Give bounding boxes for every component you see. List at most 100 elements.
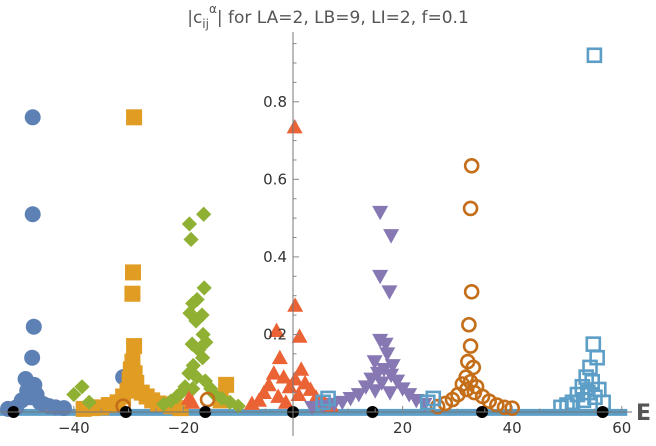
- series-green-diamonds: [66, 206, 246, 414]
- point-red-triangles-7: [275, 369, 292, 384]
- point-purple-triangles-13: [389, 374, 406, 389]
- point-red-triangles-1: [287, 297, 304, 312]
- point-purple-triangles-26: [315, 399, 332, 415]
- point-purple-triangles-15: [357, 380, 374, 395]
- point-brown-open-circles-1: [462, 200, 479, 217]
- point-blue-circles-14: [55, 400, 72, 417]
- point-lightblue-open-squares-1: [585, 336, 602, 352]
- point-red-triangles-4: [271, 349, 288, 365]
- point-green-diamonds-17: [197, 373, 213, 389]
- point-red-triangles-2: [268, 322, 285, 337]
- point-brown-open-circles-6: [465, 359, 482, 376]
- point-brown-open-circles-19: [429, 398, 446, 415]
- point-green-diamonds-27: [156, 396, 172, 412]
- point-green-diamonds-5: [185, 295, 201, 312]
- title-pre: |c: [187, 8, 202, 28]
- point-purple-triangles-14: [373, 376, 390, 391]
- point-green-diamonds-25: [163, 393, 179, 409]
- axes: −40 −20 20 40 60 0.2 0.4 0.6 0.8: [0, 32, 632, 437]
- point-purple-triangles-6: [379, 347, 396, 362]
- point-green-diamonds-28: [230, 398, 246, 414]
- point-purple-triangles-19: [350, 388, 367, 403]
- point-blue-circles-0: [24, 109, 41, 126]
- point-brown-open-circles-12: [466, 384, 483, 401]
- point-blue-circles-1: [24, 206, 41, 223]
- series-purple-triangles: [304, 205, 433, 416]
- point-purple-triangles-2: [372, 269, 389, 285]
- series-red-triangles: [180, 119, 340, 413]
- point-red-triangles-3: [291, 328, 308, 343]
- point-brown-open-circles-20: [496, 399, 513, 416]
- point-green-diamonds-11: [184, 336, 200, 352]
- point-red-triangles-14: [290, 386, 307, 401]
- point-brown-open-circles-3: [461, 316, 477, 333]
- y-tick-label-2: 0.6: [263, 170, 287, 188]
- point-green-diamonds-0: [196, 206, 212, 222]
- point-lightblue-open-squares-17: [420, 394, 436, 411]
- point-green-diamonds-20: [203, 381, 219, 397]
- point-purple-triangles-3: [381, 285, 398, 300]
- point-brown-open-circles-21: [504, 400, 521, 416]
- point-orange-squares-1: [124, 264, 141, 281]
- point-red-triangles-20: [277, 394, 294, 409]
- point-purple-triangles-12: [363, 372, 380, 388]
- point-green-diamonds-8: [188, 313, 204, 329]
- point-orange-squares-3: [126, 338, 143, 355]
- x-tick-label-4: 60: [612, 419, 631, 437]
- point-red-triangles-11: [281, 378, 298, 394]
- point-lightblue-open-squares-11: [575, 392, 592, 409]
- point-red-triangles-6: [265, 365, 282, 380]
- chart-title: |cijα| for LA=2, LB=9, LI=2, f=0.1: [187, 2, 469, 31]
- point-green-diamonds-2: [183, 231, 199, 248]
- point-green-diamonds-26: [222, 394, 238, 410]
- y-tick-label-1: 0.4: [263, 248, 287, 266]
- point-purple-triangles-7: [366, 355, 383, 370]
- y-tick-label-0: 0.2: [263, 325, 287, 343]
- point-brown-open-circles-16: [481, 393, 497, 409]
- point-lightblue-open-squares-14: [553, 399, 569, 416]
- series-lightblue-open-squares: [315, 47, 611, 416]
- point-green-diamonds-24: [214, 390, 230, 407]
- title-post: | for LA=2, LB=9, LI=2, f=0.1: [217, 8, 469, 28]
- point-purple-triangles-21: [342, 392, 359, 407]
- point-green-diamonds-1: [181, 216, 198, 232]
- point-green-diamonds-30: [66, 386, 82, 403]
- point-brown-open-circles-2: [463, 283, 480, 300]
- point-red-triangles-23: [184, 394, 201, 409]
- point-green-diamonds-19: [185, 381, 201, 397]
- point-red-triangles-19: [243, 395, 260, 410]
- plot-area: [0, 47, 628, 418]
- point-green-diamonds-6: [182, 305, 198, 321]
- point-lightblue-open-squares-0: [586, 47, 603, 64]
- point-green-diamonds-29: [74, 379, 90, 395]
- title-sup: α: [209, 2, 217, 16]
- point-brown-open-circles-0: [463, 157, 480, 174]
- series-blue-circles: [0, 109, 132, 417]
- series-brown-open-circles: [115, 157, 521, 416]
- point-lightblue-open-squares-10: [587, 389, 603, 406]
- x-tick-label-1: −20: [168, 419, 200, 437]
- x-tick-label-2: 20: [393, 419, 412, 437]
- y-tick-label-3: 0.8: [263, 93, 287, 111]
- point-orange-squares-2: [124, 285, 141, 302]
- point-brown-open-circles-4: [462, 338, 479, 354]
- point-lightblue-open-squares-3: [582, 359, 598, 376]
- x-tick-label-0: −40: [58, 419, 90, 437]
- point-green-diamonds-14: [185, 357, 201, 374]
- point-red-triangles-0: [286, 119, 303, 134]
- point-lightblue-open-squares-18: [320, 390, 336, 407]
- point-orange-squares-0: [126, 109, 143, 126]
- point-green-diamonds-10: [198, 334, 214, 350]
- title-sub: ij: [202, 17, 209, 31]
- point-brown-open-circles-22: [199, 391, 216, 408]
- series-orange-squares: [75, 109, 235, 417]
- point-purple-triangles-1: [383, 229, 400, 244]
- point-orange-squares-24: [218, 376, 235, 393]
- point-green-diamonds-3: [196, 280, 212, 296]
- point-purple-triangles-17: [367, 384, 384, 399]
- point-red-triangles-5: [293, 361, 310, 376]
- point-purple-triangles-0: [372, 205, 389, 221]
- point-lightblue-open-squares-19: [315, 394, 331, 411]
- point-purple-triangles-8: [384, 359, 401, 374]
